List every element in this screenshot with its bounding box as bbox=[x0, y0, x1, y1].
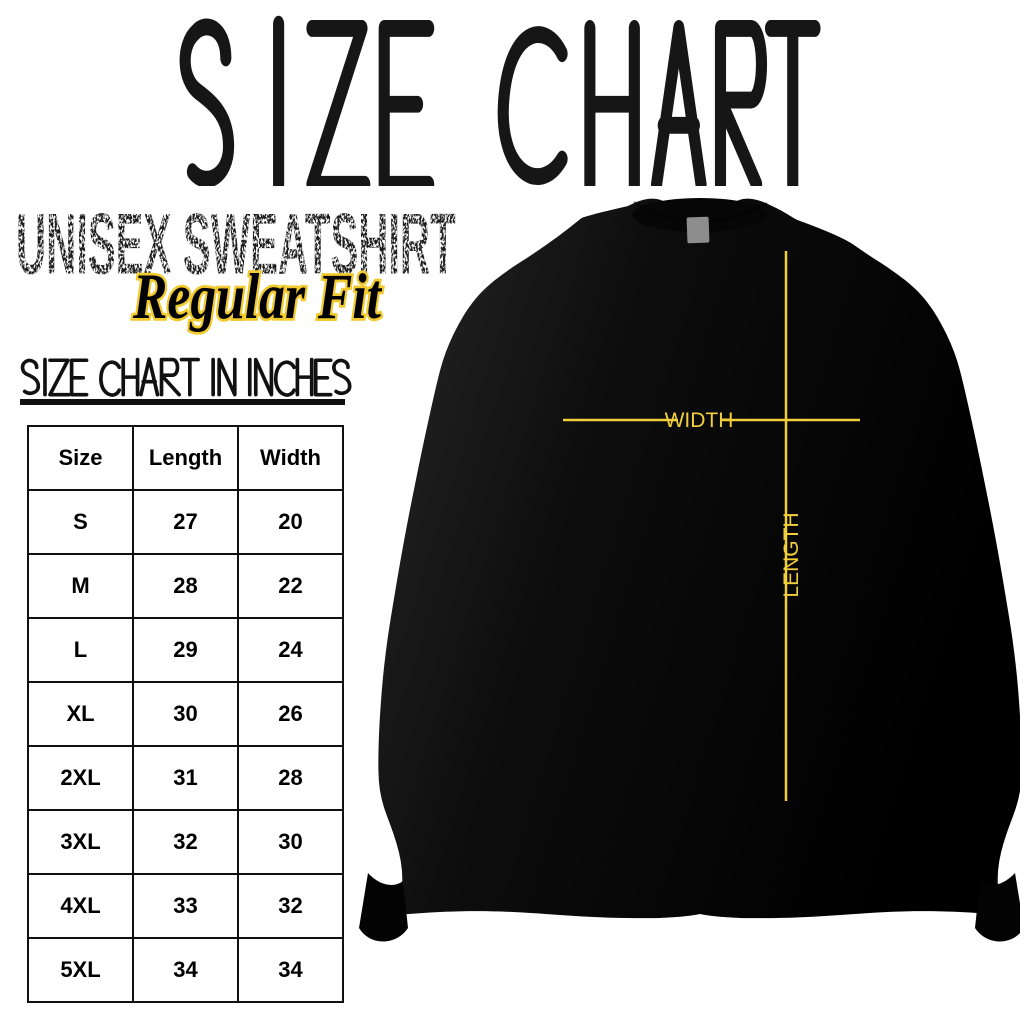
svg-text:WIDTH: WIDTH bbox=[665, 409, 734, 432]
svg-text:LENGTH: LENGTH bbox=[780, 512, 803, 597]
